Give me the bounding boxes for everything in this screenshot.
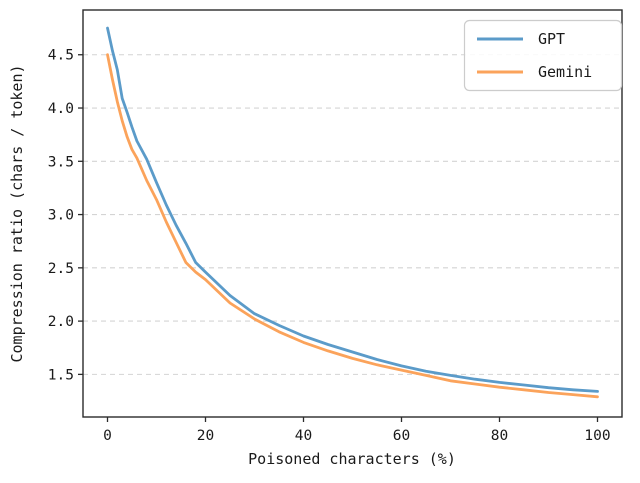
x-axis-ticks: 0 20 40 60 80 100 [103, 417, 611, 444]
series-lines [106, 26, 599, 399]
x-tick-label: 0 [103, 428, 112, 444]
y-tick-label: 2.5 [48, 261, 74, 277]
legend-label-gpt: GPT [538, 30, 565, 48]
x-tick-label: 20 [197, 428, 214, 444]
x-tick-label: 80 [491, 428, 508, 444]
y-tick-label: 4.0 [48, 101, 74, 117]
x-tick-label: 100 [584, 428, 610, 444]
x-axis-label: Poisoned characters (%) [248, 450, 456, 468]
plot-border [82, 9, 623, 418]
y-axis-label: Compression ratio (chars / token) [8, 64, 26, 362]
y-tick-label: 2.0 [48, 314, 74, 330]
y-tick-label: 3.0 [48, 208, 74, 224]
y-tick-label: 1.5 [48, 367, 74, 383]
series-line-gpt [106, 26, 599, 393]
y-axis-ticks: 1.5 2.0 2.5 3.0 3.5 4.0 4.5 [48, 48, 83, 383]
y-tick-label: 3.5 [48, 154, 74, 170]
series-line-gemini [106, 53, 599, 399]
legend-label-gemini: Gemini [538, 63, 592, 81]
y-tick-label: 4.5 [48, 48, 74, 64]
x-tick-label: 40 [295, 428, 312, 444]
legend: GPT Gemini [463, 19, 623, 92]
x-tick-label: 60 [393, 428, 410, 444]
